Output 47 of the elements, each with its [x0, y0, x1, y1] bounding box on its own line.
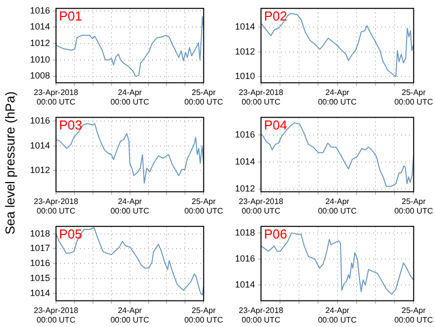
- y-tick-label: 1014: [30, 288, 50, 298]
- y-tick-label: 1012: [234, 184, 255, 194]
- y-tick-label: 1014: [30, 22, 50, 32]
- y-tick-label: 1014: [30, 140, 50, 150]
- x-tick-label: 24-Apr 00:00 UTC: [110, 196, 150, 216]
- x-tick-label: 23-Apr-2018 00:00 UTC: [238, 88, 284, 106]
- y-tick-label: 1008: [30, 70, 50, 81]
- y-tick-label: 1018: [234, 227, 255, 238]
- chart-title: P06: [264, 226, 288, 242]
- y-tick-label: 1010: [234, 71, 255, 82]
- chart-title: P04: [264, 117, 288, 132]
- y-tick-label: 1014: [234, 156, 255, 167]
- x-tick-label: 23-Apr-2018 00:00 UTC: [238, 196, 284, 216]
- y-tick-label: 1014: [234, 21, 255, 32]
- chart-title: P03: [59, 117, 82, 132]
- y-tick-label: 1016: [30, 258, 50, 268]
- y-tick-label: 1012: [30, 38, 50, 48]
- x-tick-label: 24-Apr 00:00 UTC: [318, 88, 357, 106]
- x-tick-label: 25-Apr 00:00 UTC: [394, 306, 434, 324]
- y-axis-title: Sea level pressure (hPa): [2, 91, 18, 235]
- x-tick-label: 24-Apr 00:00 UTC: [110, 88, 150, 106]
- y-tick-label: 1012: [30, 165, 50, 176]
- x-tick-label: 23-Apr-2018 00:00 UTC: [34, 88, 79, 106]
- y-tick-label: 1016: [30, 5, 50, 16]
- x-tick-label: 25-Apr 00:00 UTC: [394, 88, 434, 106]
- x-tick-label: 24-Apr 00:00 UTC: [318, 196, 357, 216]
- y-tick-label: 1016: [30, 116, 50, 126]
- x-tick-label: 25-Apr 00:00 UTC: [394, 196, 434, 216]
- x-tick-label: 24-Apr 00:00 UTC: [318, 306, 357, 324]
- chart-title: P05: [59, 226, 82, 242]
- x-tick-label: 25-Apr 00:00 UTC: [184, 196, 224, 216]
- chart-title: P02: [264, 8, 288, 24]
- y-tick-label: 1014: [234, 280, 255, 290]
- y-tick-label: 1017: [30, 243, 50, 254]
- y-tick-label: 1010: [30, 54, 50, 64]
- y-tick-label: 1016: [234, 129, 255, 140]
- y-tick-label: 1015: [30, 272, 50, 283]
- y-tick-label: 1012: [234, 46, 255, 56]
- chart-title: P01: [59, 8, 82, 24]
- x-tick-label: 23-Apr-2018 00:00 UTC: [34, 196, 79, 216]
- x-tick-label: 25-Apr 00:00 UTC: [184, 306, 224, 324]
- x-tick-label: 23-Apr-2018 00:00 UTC: [34, 306, 79, 324]
- y-tick-label: 1018: [30, 228, 50, 238]
- x-tick-label: 25-Apr 00:00 UTC: [184, 88, 224, 106]
- y-tick-label: 1016: [234, 254, 255, 264]
- x-tick-label: 23-Apr-2018 00:00 UTC: [238, 306, 284, 324]
- x-tick-label: 24-Apr 00:00 UTC: [110, 306, 150, 324]
